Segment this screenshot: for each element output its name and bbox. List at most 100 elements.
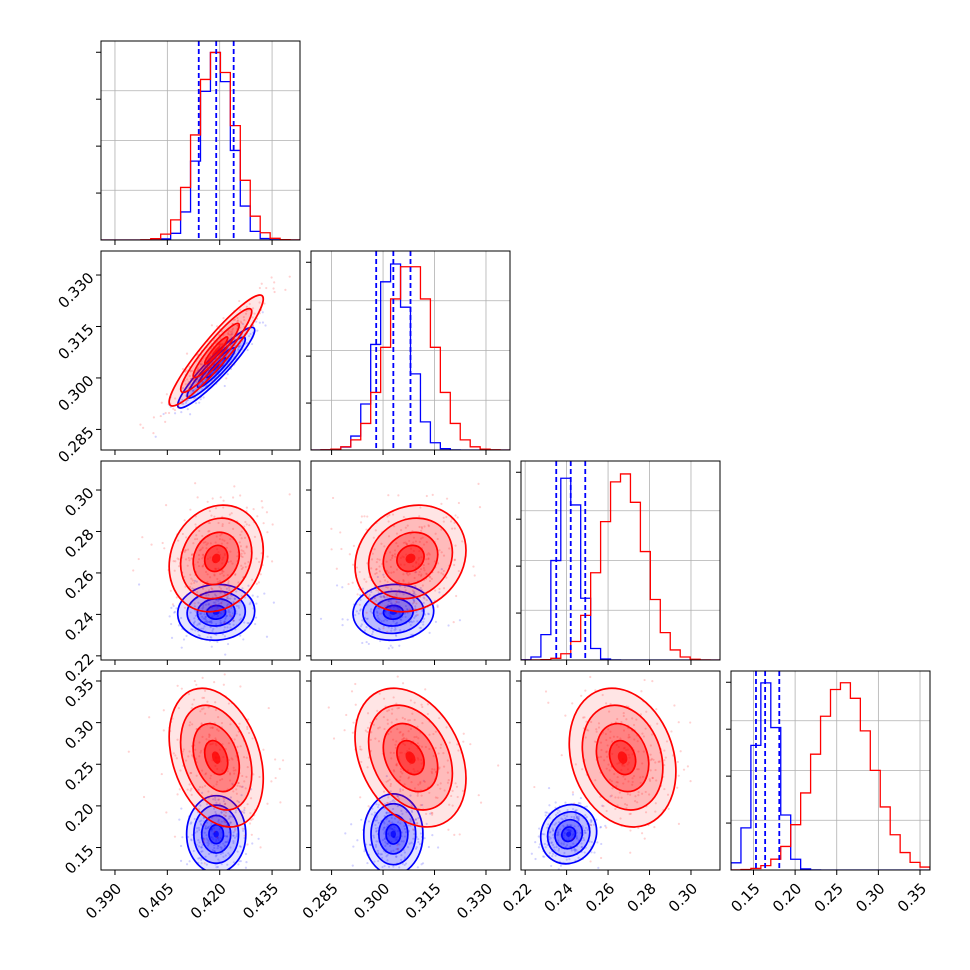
scatter-point xyxy=(418,540,421,543)
scatter-point xyxy=(244,520,247,524)
scatter-point xyxy=(385,811,389,814)
scatter-point xyxy=(414,570,418,574)
scatter-point xyxy=(395,718,398,721)
scatter-point xyxy=(199,804,202,807)
contour-1-0 xyxy=(168,504,265,613)
scatter-point xyxy=(213,573,216,576)
x-tick-label-1-0: 0.285 xyxy=(299,880,342,923)
scatter-point xyxy=(371,807,374,810)
scatter-point xyxy=(202,823,206,826)
scatter-point xyxy=(395,794,398,797)
scatter-point xyxy=(422,779,425,782)
scatter-point xyxy=(373,860,376,863)
scatter-point xyxy=(538,843,541,846)
scatter-point xyxy=(395,601,399,604)
scatter-point xyxy=(390,816,393,820)
scatter-point xyxy=(176,793,179,796)
scatter-point xyxy=(226,626,229,629)
scatter-point xyxy=(186,564,189,567)
scatter-point xyxy=(626,768,630,771)
scatter-point xyxy=(196,830,199,833)
scatter-point xyxy=(636,768,639,771)
scatter-point xyxy=(190,771,193,775)
scatter-point xyxy=(432,732,435,736)
scatter-point xyxy=(193,605,197,608)
scatter-point xyxy=(190,821,193,824)
scatter-point xyxy=(236,799,239,803)
scatter-point xyxy=(255,557,258,560)
scatter-point xyxy=(593,851,596,854)
scatter-point xyxy=(208,620,212,623)
scatter-point xyxy=(377,859,380,863)
scatter-point xyxy=(461,789,465,792)
scatter-point xyxy=(374,843,378,847)
scatter-point xyxy=(415,735,418,738)
scatter-point xyxy=(252,508,255,511)
scatter-point xyxy=(202,617,205,620)
scatter-point xyxy=(213,846,216,850)
scatter-point xyxy=(207,357,211,360)
scatter-point xyxy=(367,820,371,823)
scatter-point xyxy=(168,615,171,618)
scatter-point xyxy=(243,621,246,624)
scatter-point xyxy=(600,842,603,846)
x-tick-label-3-3: 0.30 xyxy=(852,880,888,916)
scatter-point xyxy=(422,623,425,626)
scatter-point xyxy=(201,769,204,772)
scatter-point xyxy=(612,735,615,738)
panel-content xyxy=(311,251,510,450)
scatter-point xyxy=(416,742,419,745)
scatter-point xyxy=(648,793,651,796)
scatter-point xyxy=(191,389,194,392)
panel-3-2 xyxy=(516,670,721,875)
scatter-point xyxy=(401,664,403,666)
panel-3-3 xyxy=(726,670,931,875)
scatter-point xyxy=(395,702,398,705)
scatter-point xyxy=(401,788,405,791)
scatter-point xyxy=(220,532,223,536)
scatter-point xyxy=(620,721,623,724)
scatter-point xyxy=(162,412,165,416)
scatter-point xyxy=(548,831,551,834)
scatter-point xyxy=(383,837,386,840)
scatter-point xyxy=(167,411,171,415)
scatter-point xyxy=(387,709,391,712)
scatter-point xyxy=(557,821,560,824)
scatter-point xyxy=(220,601,223,605)
scatter-point xyxy=(255,602,258,605)
scatter-point xyxy=(377,852,380,855)
x-tick-label-2-1: 0.24 xyxy=(541,880,577,916)
scatter-point xyxy=(387,811,390,814)
scatter-point xyxy=(188,724,191,727)
scatter-point xyxy=(384,837,387,841)
x-tick-label-2-0: 0.22 xyxy=(499,880,535,916)
scatter-point xyxy=(261,321,265,324)
scatter-point xyxy=(408,608,411,611)
scatter-point xyxy=(232,600,235,603)
scatter-point xyxy=(226,642,230,646)
scatter-point xyxy=(249,797,253,800)
scatter-point xyxy=(407,730,410,733)
x-tick-label-3-1: 0.20 xyxy=(769,880,805,916)
contour-1-2 xyxy=(382,531,439,586)
scatter-point xyxy=(279,801,282,804)
scatter-point xyxy=(375,589,378,592)
contour-1-1 xyxy=(367,517,454,600)
scatter-point xyxy=(458,833,461,836)
scatter-point xyxy=(398,843,401,846)
scatter-point xyxy=(219,591,222,595)
scatter-point xyxy=(656,722,659,725)
scatter-point xyxy=(236,850,239,853)
scatter-point xyxy=(206,557,209,560)
scatter-point xyxy=(637,791,640,794)
scatter-point xyxy=(235,612,238,615)
scatter-point xyxy=(624,778,627,781)
scatter-point xyxy=(222,506,225,509)
scatter-point xyxy=(554,813,558,817)
scatter-point xyxy=(616,804,619,807)
scatter-point xyxy=(398,779,401,782)
scatter-point xyxy=(211,379,214,383)
scatter-point xyxy=(214,541,217,544)
scatter-point xyxy=(389,730,393,733)
scatter-point xyxy=(204,373,207,376)
